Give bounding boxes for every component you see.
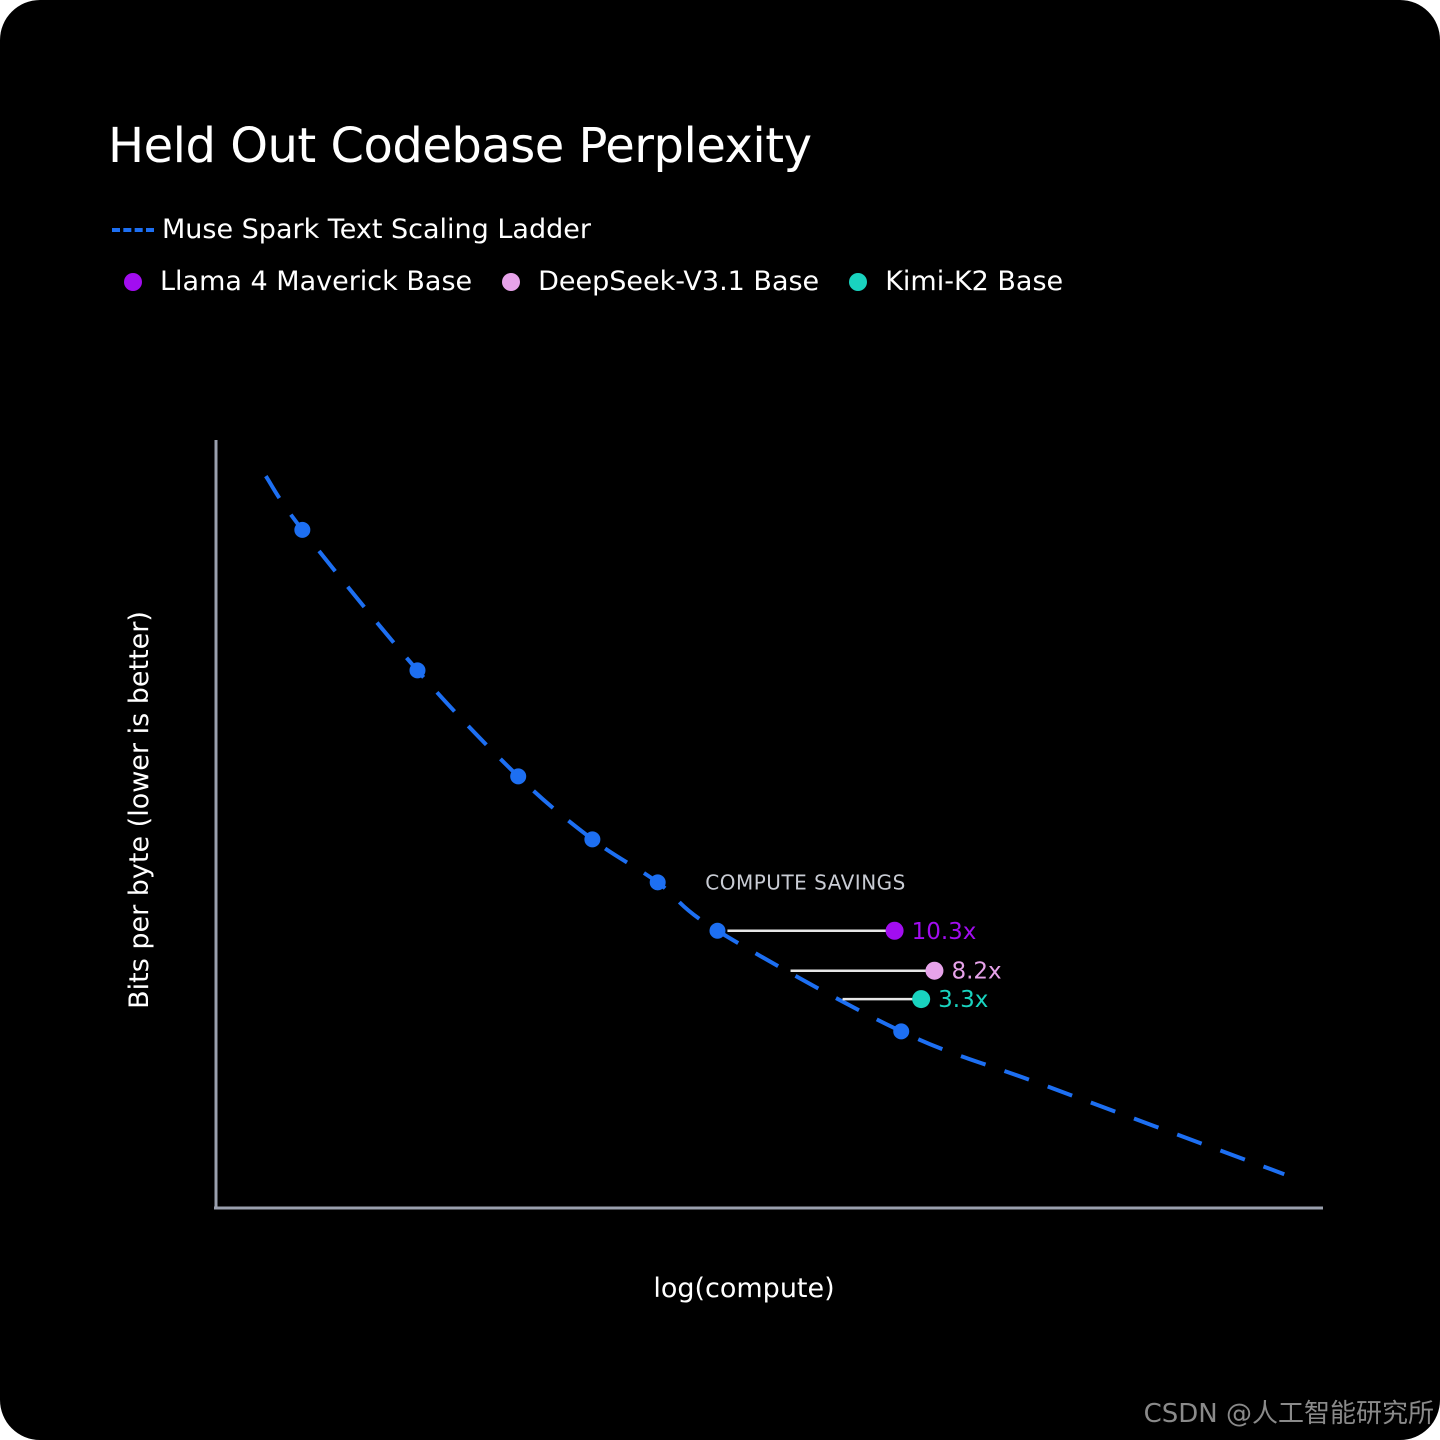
legend-item-ladder: Muse Spark Text Scaling Ladder	[112, 214, 591, 245]
legend-item-llama: Llama 4 Maverick Base	[124, 266, 472, 297]
comparison-point-2	[912, 990, 931, 1009]
ladder-point	[584, 831, 601, 848]
legend-item-deepseek: DeepSeek-V3.1 Base	[502, 266, 819, 297]
legend-label-deepseek: DeepSeek-V3.1 Base	[538, 266, 820, 297]
legend-label-kimi: Kimi-K2 Base	[885, 266, 1064, 297]
legend-dot-deepseek	[502, 272, 521, 291]
comparison-point-0	[885, 921, 904, 940]
legend-dot-kimi	[849, 272, 868, 291]
ladder-point	[649, 874, 666, 891]
ladder-point	[893, 1023, 910, 1040]
legend-row-models: Llama 4 Maverick Base DeepSeek-V3.1 Base…	[124, 266, 1093, 297]
legend-label-ladder: Muse Spark Text Scaling Ladder	[162, 214, 591, 245]
ladder-point	[294, 521, 311, 538]
watermark: CSDN @人工智能研究所	[1143, 1399, 1434, 1429]
y-axis-label: Bits per byte (lower is better)	[124, 611, 155, 1009]
plot-layer: 10.3x 8.2x3.3x	[264, 474, 1285, 1177]
ladder-point	[709, 922, 726, 939]
chart-title: Held Out Codebase Perplexity	[108, 118, 812, 174]
x-axis-label: log(compute)	[653, 1273, 834, 1304]
compute-savings-label: COMPUTE SAVINGS	[705, 870, 906, 894]
ladder-point	[510, 768, 527, 785]
ladder-curve	[264, 474, 1285, 1177]
legend-row-ladder: Muse Spark Text Scaling Ladder	[112, 214, 621, 245]
savings-label-1: 8.2x	[951, 959, 1001, 985]
legend-item-kimi: Kimi-K2 Base	[849, 266, 1063, 297]
ladder-point	[409, 662, 426, 679]
legend-dash-swatch	[112, 227, 154, 232]
comparison-point-1	[925, 961, 944, 980]
legend-dot-llama	[124, 272, 142, 291]
legend-label-llama: Llama 4 Maverick Base	[160, 266, 473, 297]
savings-label-0: 10.3x	[912, 919, 977, 945]
savings-label-2: 3.3x	[938, 987, 988, 1013]
